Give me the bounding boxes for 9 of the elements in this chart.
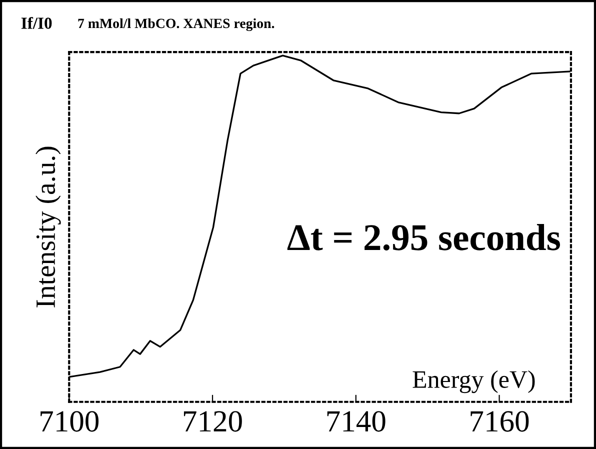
x-axis-title: Energy (eV) bbox=[412, 370, 535, 394]
chart-subtitle: 7 mMol/l MbCO. XANES region. bbox=[78, 18, 274, 32]
x-tick-label: 7100 bbox=[40, 411, 99, 432]
annotation: Δt = 2.95 seconds bbox=[287, 224, 560, 251]
x-tick-label: 7160 bbox=[470, 411, 529, 432]
y-axis-title: Intensity (a.u.) bbox=[36, 146, 61, 308]
chart-title: If/I0 bbox=[21, 16, 52, 29]
x-tick-label: 7120 bbox=[184, 411, 242, 432]
x-tick-label: 7140 bbox=[327, 411, 386, 432]
